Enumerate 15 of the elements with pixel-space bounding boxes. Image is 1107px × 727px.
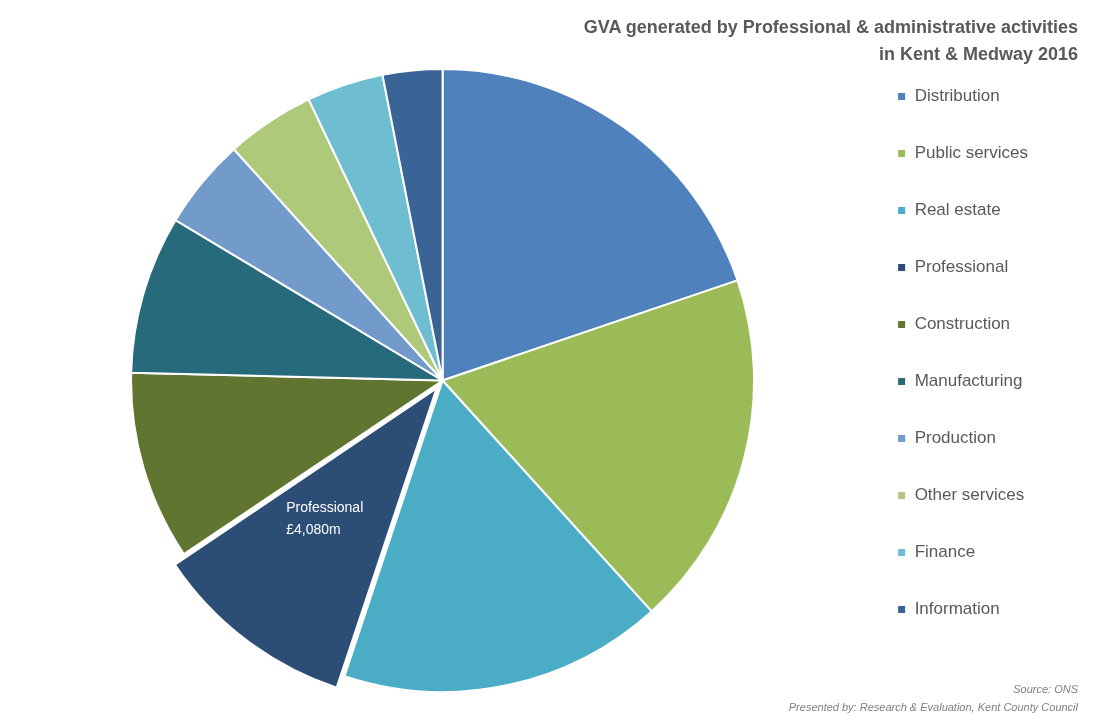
legend-label: Real estate (914, 200, 1001, 220)
legend-label: Distribution (914, 86, 1000, 106)
legend-label: Construction (914, 314, 1011, 334)
text: Presented by: Research & Evaluation, Kent County Council (788, 701, 1079, 714)
legend-label: Information (914, 599, 1000, 619)
slice-label: Professional (286, 499, 364, 516)
data-label: £4,080m (286, 521, 341, 538)
legend-label: Production (914, 428, 996, 448)
legend-label: Professional (914, 257, 1009, 277)
chart-title: GVA generated by Professional & administrative activities in Kent & Medway 2016 (583, 16, 1078, 64)
source-note: Source: ONS (1013, 683, 1079, 696)
legend-label: Public services (914, 143, 1028, 163)
legend-label: Finance (914, 542, 976, 562)
legend-label: Manufacturing (914, 371, 1023, 391)
legend-label: Other services (914, 485, 1025, 505)
